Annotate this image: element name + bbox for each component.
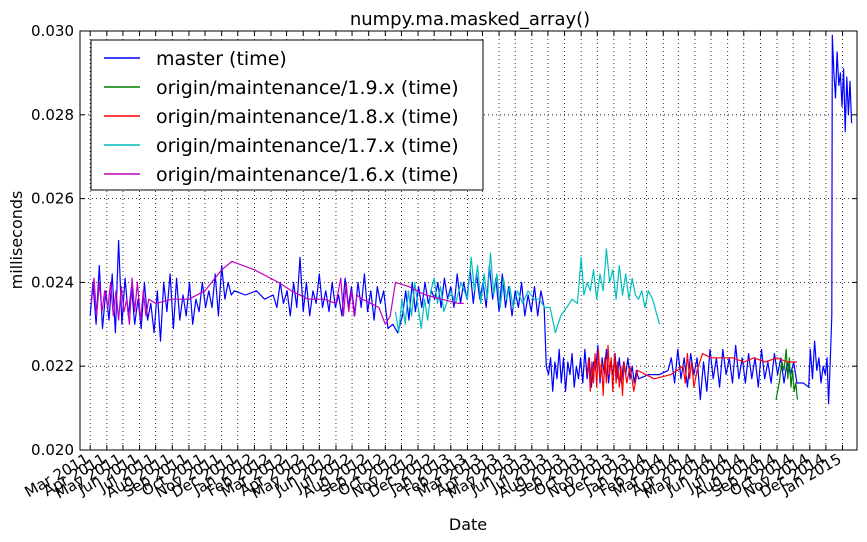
series-line-1 [89, 34, 853, 405]
y-tick-label: 0.020 [31, 441, 74, 459]
legend-label-1: master (time) [156, 48, 287, 70]
y-tick-labels: 0.020 0.022 0.024 0.026 0.028 0.030 [31, 22, 74, 459]
legend-label-5: origin/maintenance/1.6.x (time) [156, 164, 459, 186]
series-line-3 [586, 344, 797, 397]
legend-label-4: origin/maintenance/1.7.x (time) [156, 135, 459, 157]
y-tick-label: 0.028 [31, 106, 74, 124]
y-tick-label: 0.030 [31, 22, 74, 40]
series-lines [89, 34, 853, 405]
chart-title: numpy.ma.masked_array() [350, 9, 590, 30]
x-axis-label: Date [449, 515, 487, 534]
y-tick-label: 0.022 [31, 357, 74, 375]
legend-label-2: origin/maintenance/1.9.x (time) [156, 77, 459, 99]
y-tick-label: 0.026 [31, 190, 74, 208]
legend-box [90, 39, 484, 191]
y-axis-label: milliseconds [7, 191, 26, 290]
series-line-4 [394, 248, 661, 334]
legend-label-3: origin/maintenance/1.8.x (time) [156, 106, 459, 128]
series-line-2 [775, 348, 798, 400]
series-line-5 [90, 260, 464, 325]
axis-ticks [80, 30, 857, 451]
y-tick-label: 0.024 [31, 273, 74, 291]
legend: master (time) origin/maintenance/1.9.x (t… [90, 39, 484, 191]
plot-frame [79, 30, 858, 451]
